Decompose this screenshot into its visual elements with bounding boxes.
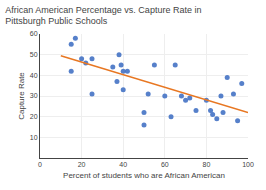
svg-text:African American Percentage vs: African American Percentage vs. Capture …: [5, 5, 201, 27]
svg-text:100: 100: [242, 161, 254, 168]
svg-text:20: 20: [78, 161, 86, 168]
svg-text:Capture Rate: Capture Rate: [17, 72, 26, 120]
svg-text:30: 30: [30, 92, 38, 99]
svg-text:Percent of students who are Af: Percent of students who are African Amer…: [63, 171, 225, 180]
svg-text:40: 40: [30, 72, 38, 79]
svg-text:40: 40: [119, 161, 127, 168]
svg-text:60: 60: [30, 30, 38, 37]
svg-text:50: 50: [30, 51, 38, 58]
svg-text:80: 80: [203, 161, 211, 168]
svg-text:60: 60: [161, 161, 169, 168]
svg-text:20: 20: [30, 113, 38, 120]
svg-text:0: 0: [38, 161, 42, 168]
svg-text:10: 10: [30, 134, 38, 141]
